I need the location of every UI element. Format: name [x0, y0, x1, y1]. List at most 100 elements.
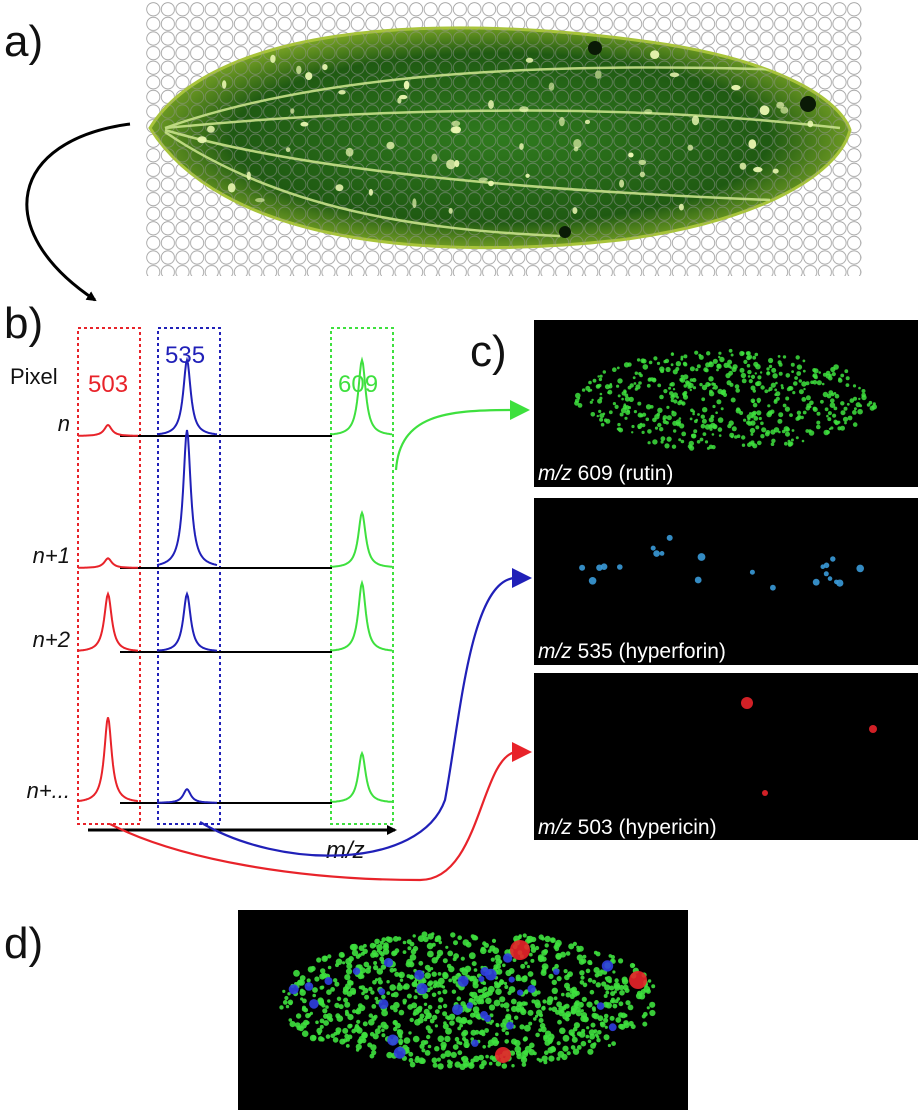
overlay-rutin-signal	[457, 1026, 462, 1031]
overlay-rutin-signal	[642, 1021, 648, 1027]
overlay-rutin-signal	[397, 936, 402, 941]
panel-a-letter: a)	[4, 17, 43, 66]
overlay-rutin-signal	[623, 1022, 630, 1029]
leaf-gland	[197, 136, 207, 144]
overlay-rutin-signal	[442, 989, 448, 995]
overlay-rutin-signal	[429, 986, 433, 990]
rutin-signal	[768, 364, 773, 369]
rutin-signal	[627, 362, 632, 367]
rutin-signal	[805, 381, 810, 386]
overlay-hyperforin-signal	[508, 976, 515, 983]
overlay-rutin-signal	[484, 1028, 489, 1033]
overlay-rutin-signal	[562, 1034, 570, 1042]
rutin-signal	[624, 416, 628, 420]
rutin-signal	[844, 369, 849, 374]
rutin-signal	[634, 371, 638, 375]
overlay-rutin-signal	[347, 1034, 353, 1040]
leaf-gland	[397, 97, 402, 104]
overlay-rutin-signal	[604, 976, 609, 980]
hyperforin-signal	[650, 545, 656, 551]
rutin-signal	[833, 419, 838, 424]
overlay-rutin-signal	[334, 981, 340, 987]
overlay-rutin-signal	[288, 1018, 293, 1022]
hyperforin-signal	[588, 577, 597, 585]
rutin-signal	[657, 407, 663, 413]
rutin-signal	[837, 426, 842, 431]
rutin-signal	[837, 378, 843, 383]
rutin-signal	[708, 417, 714, 423]
overlay-rutin-signal	[409, 954, 417, 961]
rutin-signal	[664, 358, 670, 364]
rutin-signal	[600, 422, 605, 427]
rutin-signal	[764, 389, 769, 394]
panel-c-letter: c)	[470, 327, 507, 376]
overlay-rutin-signal	[511, 1064, 515, 1068]
overlay-rutin-signal	[434, 1009, 440, 1014]
rutin-signal	[754, 372, 757, 375]
overlay-rutin-signal	[645, 988, 651, 994]
rutin-signal	[759, 371, 763, 374]
overlay-rutin-signal	[426, 1034, 431, 1040]
overlay-rutin-signal	[473, 978, 479, 984]
overlay-rutin-signal	[478, 1030, 483, 1035]
overlay-rutin-signal	[355, 1009, 360, 1014]
overlay-rutin-signal	[394, 971, 400, 977]
overlay-rutin-signal	[447, 950, 454, 957]
rutin-signal	[852, 410, 857, 415]
leaf-gland	[255, 198, 265, 203]
overlay-rutin-signal	[399, 978, 404, 982]
rutin-signal	[692, 386, 697, 390]
overlay-rutin-signal	[603, 994, 608, 998]
overlay-rutin-signal	[517, 977, 522, 982]
rutin-signal	[641, 430, 645, 434]
overlay-rutin-signal	[586, 1026, 590, 1030]
rutin-signal	[773, 427, 780, 433]
overlay-hyperforin-signal	[506, 1021, 514, 1030]
peak-609	[331, 579, 393, 652]
rutin-signal	[755, 381, 760, 387]
rutin-signal	[640, 358, 646, 364]
overlay-rutin-signal	[431, 932, 435, 936]
arrowhead-503-red	[512, 742, 532, 762]
rutin-signal	[631, 431, 634, 434]
overlay-rutin-signal	[407, 946, 412, 951]
rutin-signal	[849, 398, 855, 403]
overlay-rutin-signal	[587, 959, 593, 965]
overlay-rutin-signal	[424, 972, 432, 979]
rutin-signal	[701, 397, 706, 402]
overlay-rutin-signal	[502, 963, 506, 968]
overlay-rutin-signal	[527, 971, 534, 977]
rutin-signal	[770, 382, 776, 388]
rutin-signal	[740, 372, 747, 379]
rutin-signal	[796, 364, 803, 370]
overlay-rutin-signal	[509, 1050, 516, 1056]
rutin-signal	[697, 413, 700, 416]
rutin-signal	[749, 427, 756, 434]
overlay-rutin-signal	[530, 947, 537, 953]
rutin-signal	[689, 417, 693, 421]
overlay-rutin-signal	[482, 1045, 487, 1049]
rutin-signal	[741, 378, 747, 384]
overlay-rutin-signal	[503, 981, 508, 986]
overlay-rutin-signal	[428, 980, 434, 986]
overlay-rutin-signal	[293, 969, 300, 977]
overlay-rutin-signal	[468, 952, 476, 960]
arrowhead-609-green	[510, 400, 530, 420]
rutin-signal	[760, 421, 764, 426]
overlay-rutin-signal	[371, 1004, 377, 1009]
rutin-signal	[786, 387, 791, 392]
overlay-rutin-signal	[551, 1006, 558, 1013]
leaf-gland	[285, 147, 291, 153]
rutin-signal	[712, 404, 716, 409]
overlay-rutin-signal	[451, 989, 457, 994]
overlay-rutin-signal	[472, 1006, 480, 1013]
rutin-signal	[627, 385, 632, 390]
overlay-rutin-signal	[516, 1053, 522, 1060]
rutin-signal	[700, 423, 706, 429]
overlay-rutin-signal	[618, 1001, 624, 1007]
overlay-rutin-signal	[473, 968, 478, 972]
overlay-rutin-signal	[354, 1023, 360, 1029]
overlay-rutin-signal	[533, 1017, 537, 1021]
hyperforin-signal	[827, 576, 833, 581]
overlay-rutin-signal	[386, 980, 390, 984]
